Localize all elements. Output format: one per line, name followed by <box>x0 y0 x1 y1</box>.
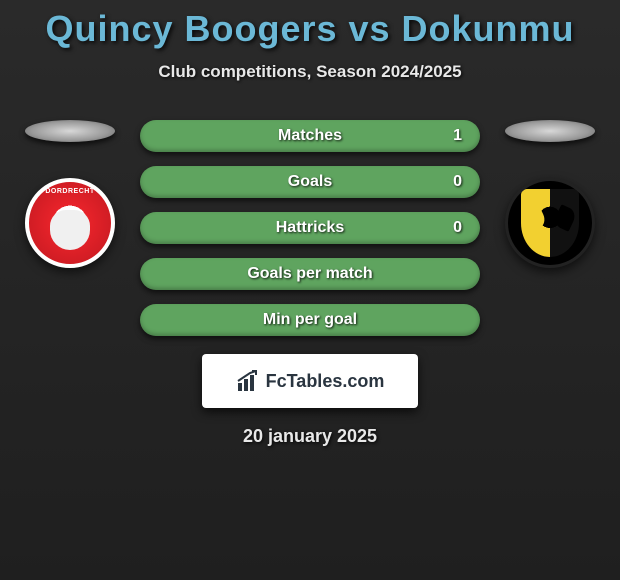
stat-label: Goals <box>288 173 332 191</box>
stat-row-min-per-goal: Min per goal <box>140 304 480 336</box>
stat-value: 0 <box>453 173 462 191</box>
stats-column: Matches 1 Goals 0 Hattricks 0 Goals per … <box>140 120 480 336</box>
stat-label: Min per goal <box>263 311 357 329</box>
stat-label: Hattricks <box>276 219 344 237</box>
right-crest-shield <box>521 189 579 257</box>
left-crest-label: DORDRECHT <box>29 188 111 195</box>
left-ellipse-marker <box>25 120 115 142</box>
left-team-crest: DORDRECHT <box>25 178 115 268</box>
page-title: Quincy Boogers vs Dokunmu <box>0 0 620 50</box>
stat-row-goals-per-match: Goals per match <box>140 258 480 290</box>
stat-row-hattricks: Hattricks 0 <box>140 212 480 244</box>
stat-label: Goals per match <box>247 265 372 283</box>
right-team-column <box>500 120 600 268</box>
branding-badge: FcTables.com <box>202 354 418 408</box>
branding-text: FcTables.com <box>266 371 385 392</box>
comparison-content: DORDRECHT Matches 1 Goals 0 Hattricks 0 … <box>0 120 620 336</box>
stat-value: 1 <box>453 127 462 145</box>
right-ellipse-marker <box>505 120 595 142</box>
stat-row-matches: Matches 1 <box>140 120 480 152</box>
stat-label: Matches <box>278 127 342 145</box>
page-subtitle: Club competitions, Season 2024/2025 <box>0 62 620 82</box>
date-label: 20 january 2025 <box>0 426 620 447</box>
left-team-column: DORDRECHT <box>20 120 120 268</box>
chart-growth-icon <box>236 369 260 393</box>
stat-value: 0 <box>453 219 462 237</box>
right-team-crest <box>505 178 595 268</box>
stat-row-goals: Goals 0 <box>140 166 480 198</box>
eagle-icon <box>528 203 572 239</box>
